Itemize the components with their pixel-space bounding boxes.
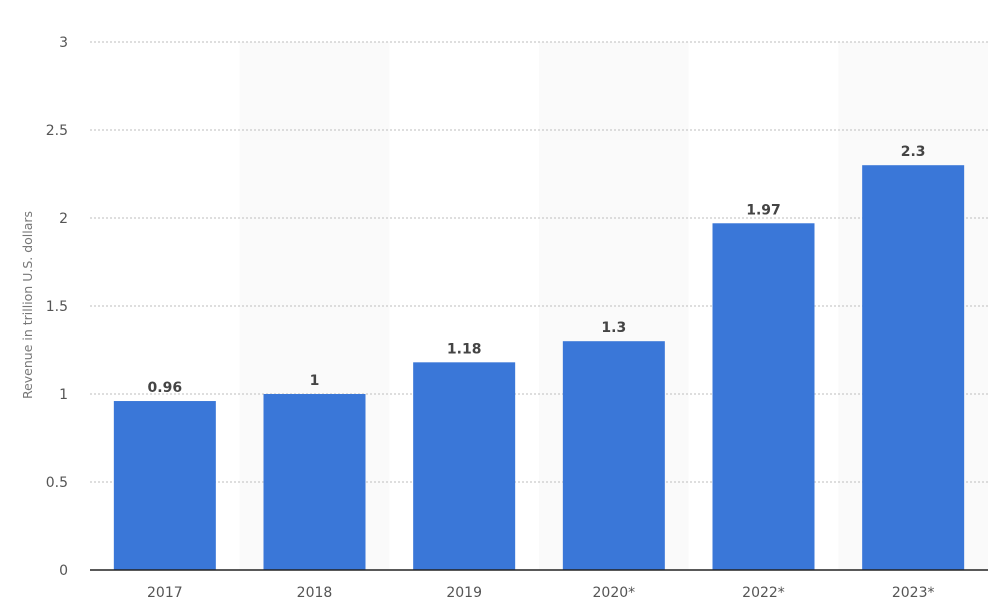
data-label: 0.96 xyxy=(148,380,183,396)
y-tick-label: 0 xyxy=(59,563,68,579)
data-labels: 0.96 1 1.18 1.3 1.97 2.3 xyxy=(148,144,926,396)
x-tick-label: 2018 xyxy=(297,585,333,601)
x-tick-label: 2020* xyxy=(593,585,636,601)
bar[interactable] xyxy=(413,362,516,570)
x-axis-ticks: 2017 2018 2019 2020* 2022* 2023* xyxy=(147,585,934,601)
bar[interactable] xyxy=(862,165,965,570)
x-tick-label: 2023* xyxy=(892,585,935,601)
y-axis-title: Revenue in trillion U.S. dollars xyxy=(20,211,35,399)
bar[interactable] xyxy=(712,223,815,570)
bar[interactable] xyxy=(113,401,216,570)
y-tick-label: 3 xyxy=(59,35,68,51)
y-tick-label: 1.5 xyxy=(46,299,68,315)
y-tick-label: 2 xyxy=(59,211,68,227)
data-label: 1.3 xyxy=(601,320,626,336)
bars xyxy=(113,165,965,570)
y-tick-label: 1 xyxy=(59,387,68,403)
data-label: 1.18 xyxy=(447,341,482,357)
x-tick-label: 2017 xyxy=(147,585,183,601)
bar[interactable] xyxy=(263,394,366,570)
gridlines xyxy=(90,41,988,483)
y-tick-label: 0.5 xyxy=(46,475,68,491)
y-tick-label: 2.5 xyxy=(46,123,68,139)
y-axis-ticks: 0 0.5 1 1.5 2 2.5 3 xyxy=(46,35,68,579)
data-label: 2.3 xyxy=(901,144,926,160)
data-label: 1 xyxy=(310,373,320,389)
bar[interactable] xyxy=(562,341,665,570)
data-label: 1.97 xyxy=(746,202,781,218)
x-tick-label: 2019 xyxy=(446,585,482,601)
x-tick-label: 2022* xyxy=(742,585,785,601)
